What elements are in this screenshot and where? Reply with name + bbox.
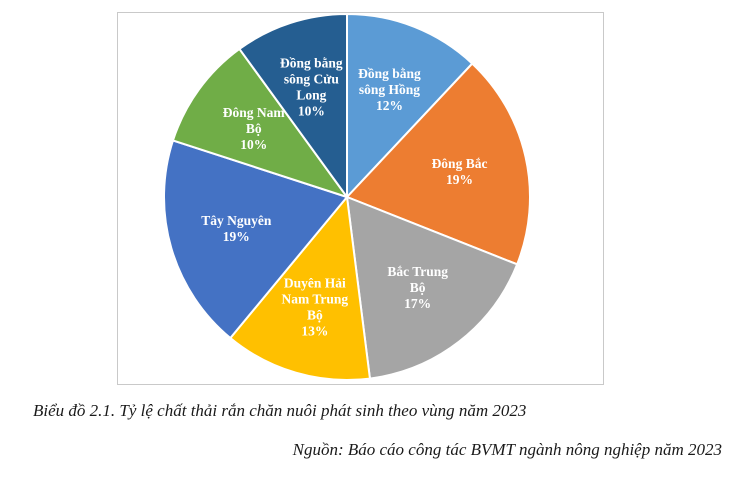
slice-value-label: 13% (301, 324, 328, 339)
slice-name-label: Nam Trung (282, 292, 349, 307)
slice-label: Tây Nguyên 19% (201, 213, 272, 244)
slice-name-label: Bộ (410, 280, 426, 295)
figure-source: Nguồn: Báo cáo công tác BVMT ngành nông … (292, 440, 722, 459)
slice-value-label: 10% (240, 137, 267, 152)
pie-slice (163, 139, 349, 340)
slice-label: Đông Nam Bộ 10% (223, 105, 286, 152)
slice-label: Đông Bắc 19% (432, 156, 488, 187)
slice-name-label: Duyên Hải (284, 276, 346, 291)
slice-name-label: Bắc Trung (387, 264, 448, 279)
slice-label: Duyên Hải Nam Trung Bộ 13% (282, 276, 349, 339)
figure-caption: Biểu đồ 2.1. Tỷ lệ chất thải rắn chăn nu… (33, 401, 527, 420)
slice-label: Đồng bằng sông Cửu Long 10% (280, 55, 343, 118)
pie-slice (228, 194, 372, 381)
slice-label: Đồng bằng sông Hồng 12% (358, 66, 421, 113)
pie-slice (171, 47, 350, 199)
slice-value-label: 12% (376, 98, 403, 113)
slice-name-label: Long (296, 87, 326, 102)
slice-name-label: Tây Nguyên (201, 213, 272, 228)
slice-name-label: Bộ (246, 121, 262, 136)
slice-value-label: 17% (404, 296, 431, 311)
slice-name-label: Đông Nam (223, 105, 286, 120)
pie-slice (345, 195, 519, 380)
pie-chart: Đồng bằng sông Hồng 12%Đông Bắc 19%Bắc Trun… (163, 13, 531, 381)
slice-name-label: Đông Bắc (432, 156, 488, 171)
slice-label: Bắc Trung Bộ 17% (387, 264, 448, 311)
slice-name-label: sông Hồng (359, 82, 420, 97)
slice-value-label: 10% (298, 103, 325, 118)
slice-name-label: Bộ (307, 308, 323, 323)
pie-slice (346, 13, 474, 200)
slice-name-label: Đồng bằng (280, 55, 343, 70)
slice-name-label: sông Cửu (284, 71, 339, 86)
slice-name-label: Đồng bằng (358, 66, 421, 81)
slice-value-label: 19% (223, 229, 250, 244)
pie-slice (238, 13, 348, 201)
chart-frame: Đồng bằng sông Hồng 12% Đông Bắc 19% Bắc Trun… (117, 12, 604, 385)
slice-value-label: 19% (446, 172, 473, 187)
